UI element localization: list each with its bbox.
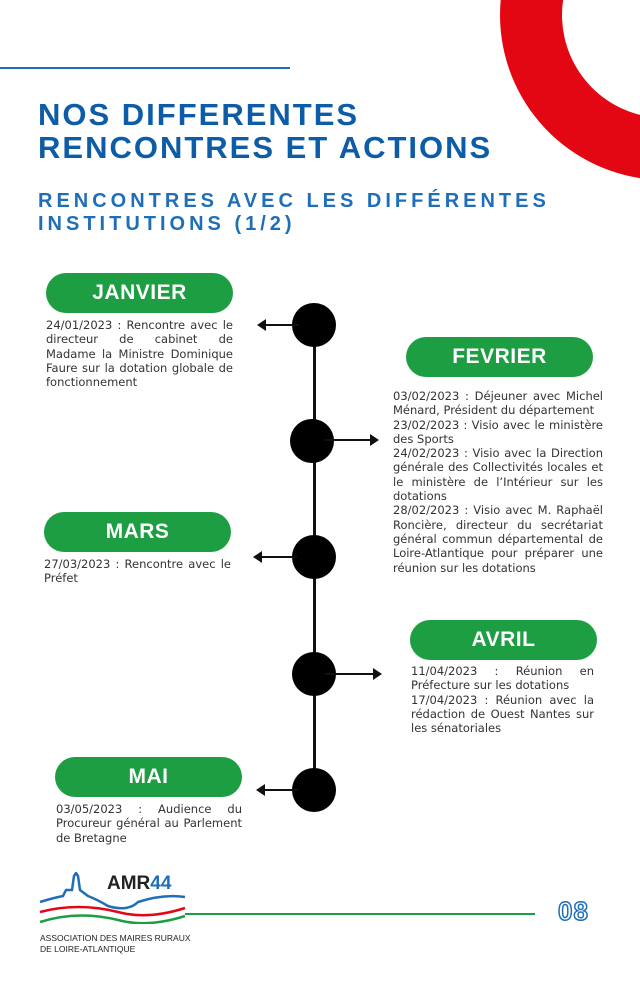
timeline-dot-mai [292,768,336,812]
logo-sub-line-1: ASSOCIATION DES MAIRES RURAUX [40,933,191,943]
month-text-janvier: 24/01/2023 : Rencontre avec le directeur… [46,318,233,389]
timeline-dot-mars [292,535,336,579]
entry: 03/02/2023 : Déjeuner avec Michel Ménard… [393,389,603,418]
logo-name: AMR44 [107,873,171,895]
entry: 03/05/2023 : Audience du Procureur génér… [56,802,242,845]
entry: 24/02/2023 : Visio avec la Direction gén… [393,446,603,504]
arrow-left-icon [253,551,297,563]
month-label-mars: MARS [44,512,231,552]
arrow-left-icon [257,319,299,331]
month-label-janvier: JANVIER [46,273,233,313]
page-number: 08 [557,895,589,927]
logo-waves-icon [39,872,186,924]
entry: 23/02/2023 : Visio avec le ministère des… [393,417,603,446]
month-text-avril: 11/04/2023 : Réunion en Préfecture sur l… [411,664,594,735]
entry: 17/04/2023 : Réunion avec la rédaction d… [411,692,594,736]
title-line-2: RENCONTRES ET ACTIONS [38,130,493,165]
decorative-red-arc [500,0,640,179]
entry: 24/01/2023 : Rencontre avec le directeur… [46,318,233,390]
page-subtitle: RENCONTRES AVEC LES DIFFÉRENTES INSTITUTI… [38,190,550,236]
month-label-avril: AVRIL [410,620,597,660]
entry: 28/02/2023 : Visio avec M. Raphaël Ronci… [393,503,603,575]
timeline-dot-janvier [292,303,336,347]
logo-number: 44 [150,873,172,894]
month-text-mars: 27/03/2023 : Rencontre avec le Préfet [44,557,231,586]
header-divider [0,67,290,69]
entry: 27/03/2023 : Rencontre avec le Préfet [44,557,231,586]
footer-divider [185,913,535,915]
subtitle-line-1: RENCONTRES AVEC LES DIFFÉRENTES [38,190,550,212]
logo-name-text: AMR [107,873,151,894]
page-title: NOS DIFFERENTES RENCONTRES ET ACTIONS [38,98,492,164]
month-text-fevrier: 03/02/2023 : Déjeuner avec Michel Ménard… [393,389,603,575]
title-line-1: NOS DIFFERENTES [38,97,360,132]
month-text-mai: 03/05/2023 : Audience du Procureur génér… [56,802,242,845]
arrow-left-icon [256,784,298,796]
arrow-right-icon [325,434,379,446]
month-label-fevrier: FEVRIER [406,337,593,377]
subtitle-line-2: INSTITUTIONS (1/2) [38,213,296,235]
timeline-dot-fevrier [290,419,334,463]
logo-sub-line-2: DE LOIRE-ATLANTIQUE [40,944,136,954]
month-label-mai: MAI [55,757,242,797]
arrow-right-icon [325,668,382,680]
logo-subtitle: ASSOCIATION DES MAIRES RURAUX DE LOIRE-AT… [40,933,191,955]
entry: 11/04/2023 : Réunion en Préfecture sur l… [411,664,594,693]
